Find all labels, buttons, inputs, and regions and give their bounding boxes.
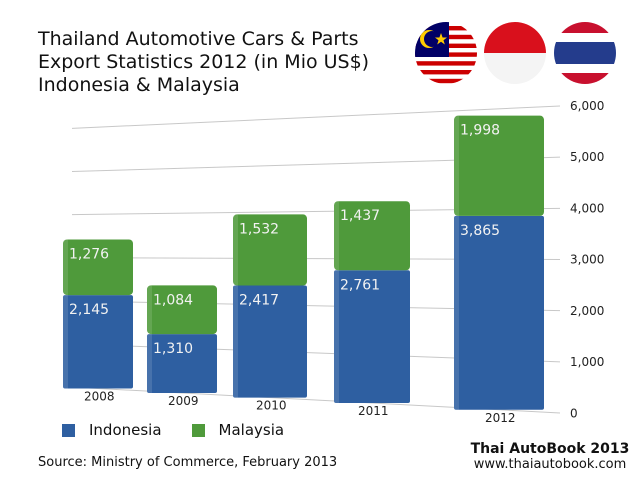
legend: Indonesia Malaysia — [62, 421, 314, 439]
data-label: 1,310 — [153, 341, 193, 357]
y-tick-label: 2,000 — [570, 304, 604, 318]
thailand-flag-icon — [554, 22, 616, 84]
bar-segment-indonesia-2010 — [233, 285, 307, 398]
chart-title-line: Indonesia & Malaysia — [38, 74, 240, 96]
bar-highlight — [147, 285, 152, 335]
legend-item-malaysia: Malaysia — [191, 421, 285, 439]
bar-highlight — [147, 334, 152, 393]
x-tick-label: 2008 — [84, 389, 115, 403]
data-label: 1,276 — [69, 246, 109, 262]
data-label: 2,417 — [239, 292, 279, 308]
bar-highlight — [233, 285, 238, 398]
data-label: 3,865 — [460, 223, 500, 239]
bar-segment-malaysia-2011 — [334, 201, 410, 271]
bar-segment-malaysia-2009 — [147, 285, 217, 335]
brand-url: www.thaiautobook.com — [473, 457, 627, 472]
chart-title-line: Thailand Automotive Cars & Parts — [38, 28, 359, 50]
legend-label: Malaysia — [218, 421, 285, 439]
bar-highlight — [334, 201, 339, 271]
x-tick-label: 2011 — [358, 404, 389, 418]
bar-segment-malaysia-2012 — [454, 115, 544, 216]
bar-segment-indonesia-2011 — [334, 270, 410, 404]
gridline — [71, 105, 561, 129]
legend-swatch-indonesia — [62, 423, 75, 437]
x-tick-label: 2009 — [168, 394, 199, 408]
data-label: 1,532 — [239, 221, 279, 237]
x-tick-label: 2012 — [485, 411, 516, 425]
bar-highlight — [63, 295, 68, 389]
y-tick-label: 0 — [570, 406, 578, 420]
bar-highlight — [334, 270, 339, 404]
brand-block: Thai AutoBook 2013 www.thaiautobook.com — [470, 441, 630, 472]
bar-segment-malaysia-2008 — [63, 239, 133, 296]
malaysia-flag-icon — [415, 22, 477, 84]
x-tick-label: 2010 — [256, 399, 287, 413]
y-tick-label: 4,000 — [570, 201, 604, 215]
y-tick-label: 3,000 — [570, 253, 604, 267]
data-label: 1,084 — [153, 292, 193, 308]
legend-swatch-malaysia — [191, 423, 205, 437]
brand-name: Thai AutoBook 2013 — [470, 441, 630, 457]
bar-segment-indonesia-2012 — [454, 215, 544, 410]
data-label: 1,998 — [460, 123, 500, 139]
bar-highlight — [233, 214, 238, 286]
bar-highlight — [454, 115, 459, 216]
data-label: 2,145 — [69, 302, 109, 318]
data-label: 1,437 — [340, 208, 380, 224]
chart-title: Thailand Automotive Cars & Parts Export … — [38, 28, 418, 97]
legend-item-indonesia: Indonesia — [62, 421, 162, 439]
y-tick-label: 5,000 — [570, 150, 604, 164]
data-label: 2,761 — [340, 277, 380, 293]
bar-segment-indonesia-2009 — [147, 334, 217, 393]
bar-segment-malaysia-2010 — [233, 214, 307, 286]
indonesia-flag-icon — [484, 22, 546, 84]
y-tick-label: 1,000 — [570, 355, 604, 369]
chart-title-line: Export Statistics 2012 (in Mio US$) — [38, 51, 370, 73]
legend-label: Indonesia — [89, 421, 162, 439]
bar-segment-indonesia-2008 — [63, 295, 133, 389]
source-note: Source: Ministry of Commerce, February 2… — [38, 455, 338, 470]
bar-highlight — [63, 239, 68, 296]
y-tick-label: 6,000 — [570, 99, 604, 113]
bar-highlight — [454, 215, 459, 410]
